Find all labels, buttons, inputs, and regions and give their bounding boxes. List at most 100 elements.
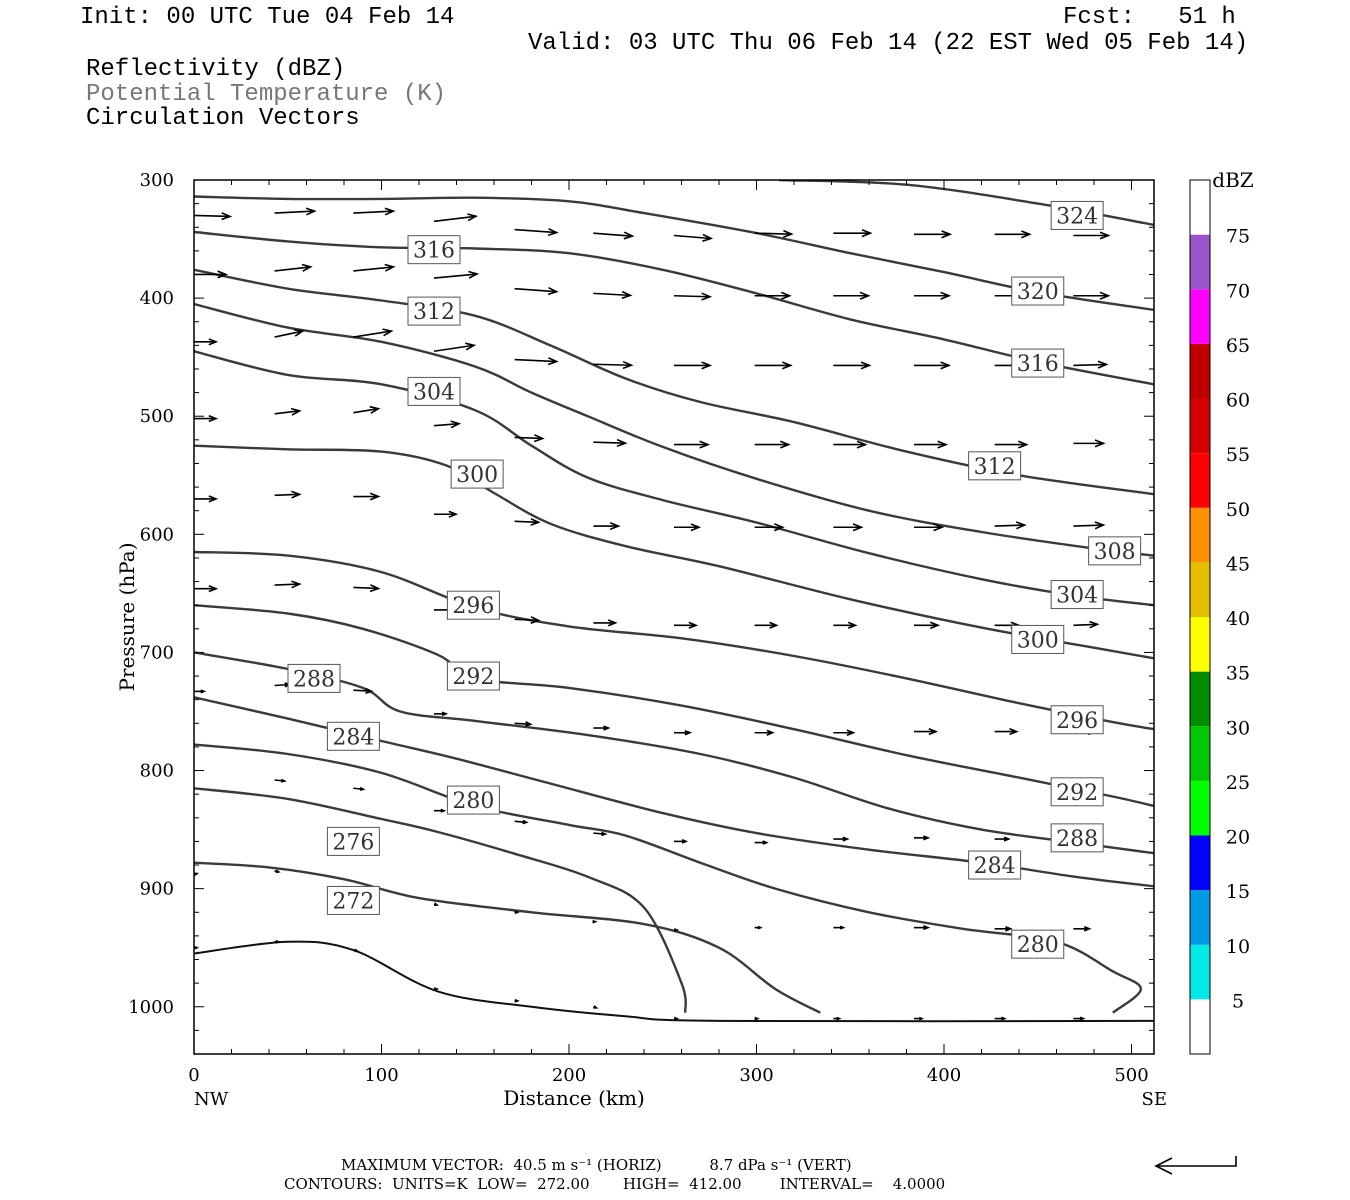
plot-frame — [193, 179, 1155, 1055]
circulation-vector — [994, 727, 1019, 736]
x-tick-label: 100 — [364, 1065, 398, 1086]
colorbar-tick-label: 65 — [1226, 335, 1250, 357]
circulation-vector — [353, 207, 396, 216]
circulation-vector — [514, 227, 559, 237]
circulation-vector — [592, 919, 598, 924]
circulation-vector — [914, 1016, 925, 1021]
circulation-vector — [754, 361, 793, 370]
circulation-vector — [914, 440, 949, 449]
circulation-vector — [353, 263, 396, 272]
circulation-vector — [194, 338, 219, 346]
circulation-vector — [593, 619, 618, 627]
circulation-vector — [754, 1016, 760, 1021]
axes: 300 400 500 600 700 800 900 1000 0 100 200 300 400 50… — [115, 170, 1167, 1110]
circulation-vector — [434, 510, 459, 518]
svg-text:272: 272 — [332, 889, 374, 914]
circulation-vector — [274, 939, 281, 944]
contour-label: 292 — [1050, 777, 1104, 807]
forecast-hour: Fcst: 51 h — [1063, 4, 1236, 31]
circulation-vector — [514, 286, 559, 296]
circulation-vector — [914, 835, 931, 841]
svg-text:296: 296 — [452, 594, 494, 619]
circulation-vector — [593, 290, 633, 300]
max-vector-note: MAXIMUM VECTOR: 40.5 m s⁻¹ (HORIZ) 8.7 d… — [341, 1156, 852, 1174]
contour-label: 316 — [407, 235, 461, 265]
circulation-vector — [433, 902, 440, 906]
circulation-vector — [754, 840, 769, 845]
theta-contour — [194, 861, 821, 1014]
colorbar-title: dBZ — [1212, 168, 1254, 192]
circulation-vector — [994, 925, 1013, 932]
circulation-vector — [673, 292, 713, 301]
colorbar-segment — [1190, 999, 1210, 1054]
y-axis-label: Pressure (hPa) — [115, 543, 139, 692]
circulation-vector — [274, 407, 302, 416]
colorbar-segment — [1190, 617, 1210, 672]
contour-label: 300 — [450, 459, 504, 489]
circulation-vector — [754, 621, 779, 629]
colorbar-frame — [1189, 179, 1211, 1055]
contour-label: 280 — [1011, 929, 1065, 959]
colorbar-segment — [1190, 289, 1210, 344]
circulation-vector — [674, 839, 689, 844]
contour-label: 304 — [407, 376, 461, 406]
circulation-vector — [833, 523, 864, 532]
circulation-vector — [593, 231, 635, 240]
svg-text:300: 300 — [1017, 628, 1059, 653]
circulation-vector — [674, 729, 693, 736]
contour-label: 320 — [1011, 276, 1065, 306]
colorbar-segment — [1190, 944, 1210, 1000]
x-tick-label: 500 — [1114, 1065, 1148, 1086]
theta-contour — [194, 230, 1154, 386]
colorbar-segment — [1190, 780, 1210, 836]
circulation-vector — [754, 229, 794, 239]
colorbar-tick-label: 5 — [1232, 990, 1244, 1012]
svg-text:312: 312 — [974, 455, 1016, 480]
circulation-vector — [914, 925, 931, 931]
contour-label: 304 — [1050, 580, 1104, 610]
circulation-vector — [914, 291, 952, 300]
svg-text:284: 284 — [974, 854, 1016, 879]
theta-contour — [194, 651, 1154, 855]
svg-text:280: 280 — [452, 789, 494, 814]
circulation-vector — [274, 869, 281, 874]
contour-labels: 324 320 316 316 312 312 308 304 304 300 300 296 296 2… — [287, 200, 1142, 959]
colorbar-tick-label: 35 — [1226, 663, 1250, 685]
y-tick-label: 300 — [140, 170, 174, 191]
svg-text:316: 316 — [1017, 352, 1059, 377]
contour-label: 296 — [446, 590, 500, 620]
contour-label: 316 — [1011, 348, 1065, 378]
circulation-vector — [673, 928, 680, 932]
circulation-vector — [433, 420, 462, 429]
colorbar-tick-label: 15 — [1226, 881, 1250, 903]
circulation-vector — [833, 440, 868, 449]
colorbar-tick-label: 75 — [1226, 226, 1250, 248]
circulation-vector — [914, 361, 952, 370]
contour-label: 308 — [1088, 536, 1142, 566]
circulation-vector — [833, 836, 850, 842]
svg-text:304: 304 — [1056, 584, 1098, 609]
circulation-vector — [274, 328, 305, 338]
svg-text:280: 280 — [1017, 933, 1059, 958]
colorbar-tick-label: 55 — [1226, 444, 1250, 466]
circulation-vector — [353, 948, 360, 953]
circulation-vector — [353, 328, 394, 338]
circulation-vector — [994, 230, 1032, 239]
circulation-vector — [754, 925, 763, 930]
svg-text:320: 320 — [1017, 280, 1059, 305]
circulation-vector — [434, 711, 449, 717]
circulation-vector — [994, 440, 1029, 449]
svg-text:292: 292 — [452, 665, 494, 690]
circulation-vector — [194, 495, 219, 503]
y-tick-label: 700 — [140, 642, 174, 663]
circulation-vector — [674, 361, 713, 370]
theta-contour — [194, 302, 1154, 557]
colorbar-segment — [1190, 343, 1210, 399]
colorbar-tick-label: 30 — [1226, 717, 1250, 739]
circulation-vector — [194, 270, 229, 279]
circulation-vector — [914, 727, 939, 736]
x-tick-label: 300 — [739, 1065, 773, 1086]
circulation-vector — [914, 230, 953, 239]
colorbar-segment — [1190, 453, 1210, 508]
x-end-label-se: SE — [1142, 1089, 1167, 1110]
